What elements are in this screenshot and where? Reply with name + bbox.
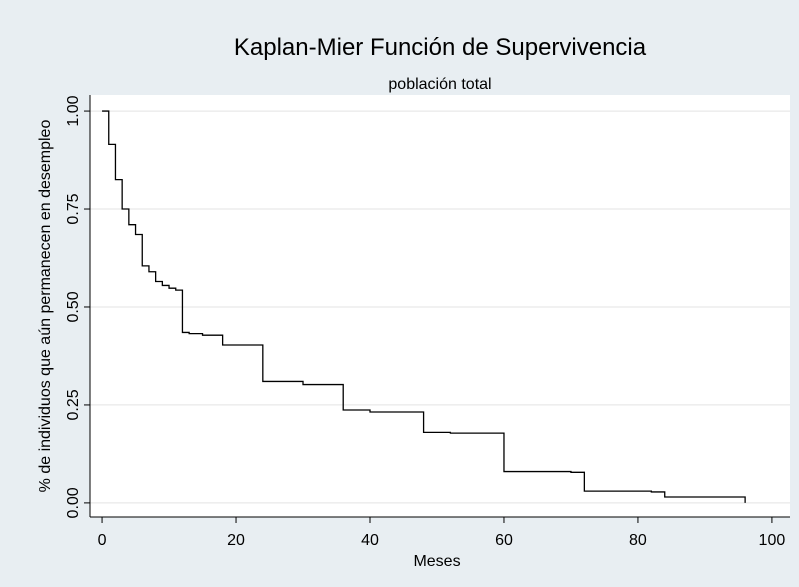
chart-subtitle: población total (388, 76, 491, 93)
y-tick-label: 0.75 (65, 193, 82, 224)
x-tick-label: 20 (227, 532, 245, 549)
survival-line (102, 110, 746, 503)
y-tick-label: 0.25 (65, 389, 82, 420)
x-tick-label: 100 (759, 532, 786, 549)
x-axis-label: Meses (413, 553, 460, 570)
y-axis-label: % de individuos que aún permanecen en de… (37, 120, 54, 493)
x-tick-label: 0 (98, 532, 107, 549)
x-tick-label: 60 (495, 532, 513, 549)
x-tick-label: 40 (361, 532, 379, 549)
x-tick-label: 80 (629, 532, 647, 549)
chart-title: Kaplan-Mier Función de Supervivencia (234, 34, 647, 61)
y-tick-label: 1.00 (65, 95, 82, 126)
y-tick-label: 0.00 (65, 487, 82, 518)
y-tick-label: 0.50 (65, 291, 82, 322)
plot-area (90, 95, 790, 517)
